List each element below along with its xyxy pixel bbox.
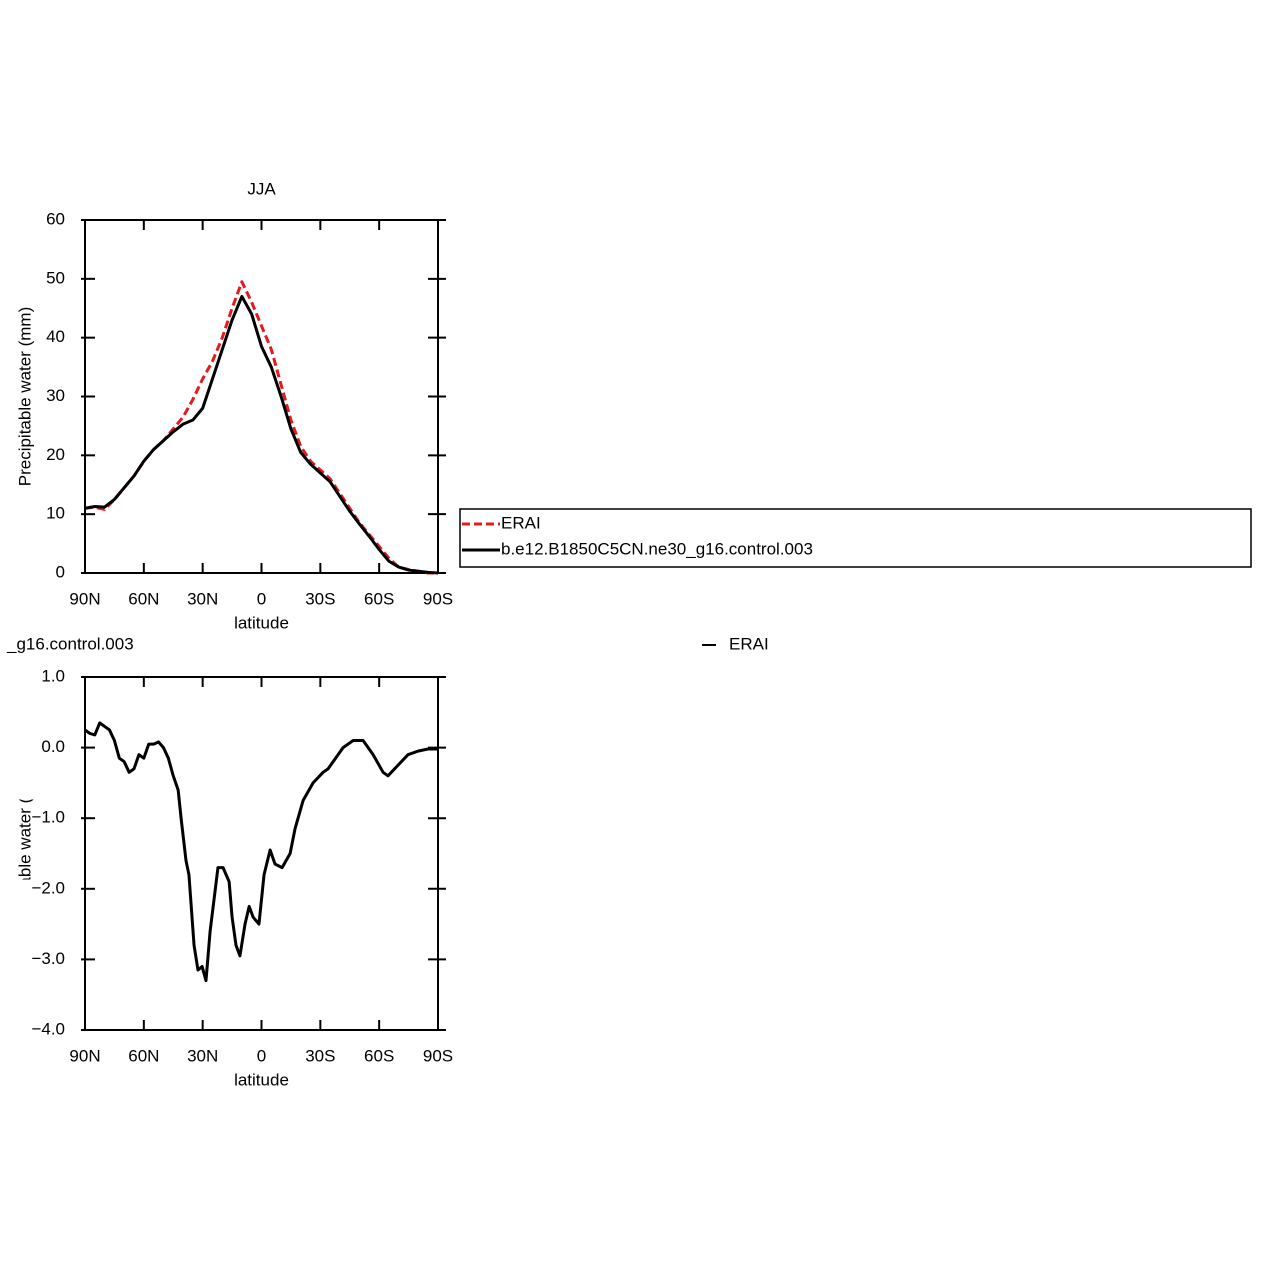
y-tick-label: 1.0 bbox=[41, 666, 65, 685]
data-line bbox=[84, 721, 438, 983]
chart-title: JJA bbox=[247, 179, 276, 198]
y-tick-label: 10 bbox=[46, 504, 65, 523]
x-tick-label: 30S bbox=[305, 589, 335, 608]
x-tick-label: 30N bbox=[187, 589, 218, 608]
y-tick-label: 0 bbox=[56, 562, 65, 581]
y-tick-label: −4.0 bbox=[31, 1019, 65, 1038]
x-tick-label: 60N bbox=[128, 589, 159, 608]
y-tick-label: 60 bbox=[46, 209, 65, 228]
y-axis-label: Precipitable water (mm) bbox=[15, 764, 34, 944]
y-tick-label: 20 bbox=[46, 445, 65, 464]
y-tick-label: 30 bbox=[46, 386, 65, 405]
x-tick-label: 90N bbox=[69, 1046, 100, 1065]
data-line bbox=[84, 280, 438, 575]
right-title: ERAI bbox=[729, 634, 769, 653]
x-tick-label: 90S bbox=[423, 1046, 453, 1065]
x-tick-label: 90N bbox=[69, 589, 100, 608]
x-tick-label: 60S bbox=[364, 589, 394, 608]
y-tick-label: −2.0 bbox=[31, 878, 65, 897]
left-title: _g16.control.003 bbox=[6, 634, 134, 653]
x-tick-label: 30S bbox=[305, 1046, 335, 1065]
y-tick-label: 50 bbox=[46, 268, 65, 287]
plot-frame bbox=[84, 676, 439, 1031]
legend-box bbox=[459, 508, 1252, 568]
x-axis-label: latitude bbox=[234, 613, 289, 632]
x-tick-label: 60S bbox=[364, 1046, 394, 1065]
x-tick-label: 0 bbox=[257, 589, 266, 608]
y-tick-label: 0.0 bbox=[41, 737, 65, 756]
y-tick-label: −3.0 bbox=[31, 949, 65, 968]
legend-label: b.e12.B1850C5CN.ne30_g16.control.003 bbox=[501, 539, 813, 558]
data-line bbox=[84, 294, 439, 575]
plot-frame bbox=[84, 219, 439, 574]
y-tick-label: −1.0 bbox=[31, 808, 65, 827]
x-axis-label: latitude bbox=[234, 1070, 289, 1089]
x-tick-label: 60N bbox=[128, 1046, 159, 1065]
y-axis-label: Precipitable water (mm) bbox=[15, 307, 34, 487]
y-tick-label: 40 bbox=[46, 327, 65, 346]
x-tick-label: 30N bbox=[187, 1046, 218, 1065]
x-tick-label: 90S bbox=[423, 589, 453, 608]
legend-label: ERAI bbox=[501, 513, 541, 532]
x-tick-label: 0 bbox=[257, 1046, 266, 1065]
